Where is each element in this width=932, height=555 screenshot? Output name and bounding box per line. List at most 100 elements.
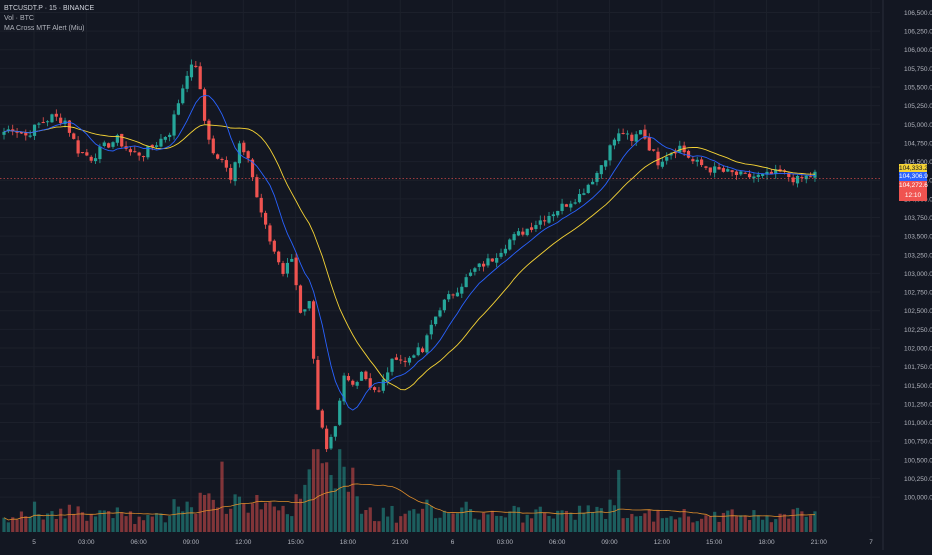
candle-body — [128, 149, 133, 153]
volume-bar — [359, 513, 364, 532]
volume-bar — [155, 513, 159, 532]
volume-bar — [107, 511, 111, 532]
volume-bar — [787, 518, 791, 532]
candle-body — [28, 135, 32, 137]
volume-bar — [407, 510, 412, 532]
volume-bar — [795, 507, 800, 532]
candle-body — [464, 277, 468, 288]
volume-bar — [630, 513, 634, 532]
volume-bar — [364, 509, 368, 532]
candle-body — [634, 134, 638, 142]
volume-bar — [32, 501, 37, 532]
candle-body — [146, 146, 150, 158]
candle-body — [451, 294, 455, 296]
volume-bar — [782, 514, 787, 532]
volume-bar — [150, 516, 154, 532]
candle-body — [120, 133, 124, 147]
volume-bar — [189, 507, 194, 532]
volume-bar — [534, 509, 538, 532]
volume-bar — [54, 518, 58, 532]
x-tick-label: 7 — [869, 539, 873, 546]
y-tick-label: 106,250.0 — [904, 29, 932, 36]
volume-bar — [752, 510, 756, 532]
candle-body — [673, 152, 678, 154]
volume-bar — [294, 494, 298, 532]
volume-bar — [551, 518, 555, 532]
candle-body — [141, 156, 146, 158]
volume-bar — [303, 484, 307, 532]
candle-body — [726, 169, 730, 172]
y-tick-label: 102,500.0 — [904, 308, 932, 315]
candle-body — [468, 272, 473, 276]
volume-bar — [72, 513, 76, 532]
volume-bar — [425, 499, 429, 532]
volume-bar — [468, 508, 473, 532]
volume-bar — [159, 513, 163, 532]
volume-bar — [338, 449, 342, 532]
volume-bar — [37, 514, 41, 532]
candle-body — [364, 371, 368, 380]
x-tick-label: 03:00 — [497, 539, 514, 546]
candle-body — [482, 263, 486, 267]
candle-body — [316, 359, 320, 410]
candle-body — [656, 151, 660, 166]
volume-bar — [447, 512, 451, 532]
volume-bar — [146, 514, 150, 532]
candle-body — [351, 380, 355, 385]
y-tick-label: 100,500.0 — [904, 457, 932, 464]
volume-bar — [307, 469, 311, 532]
volume-bar — [451, 513, 455, 532]
candle-body — [630, 134, 634, 141]
volume-bar — [399, 516, 403, 532]
x-tick-label: 18:00 — [340, 539, 357, 546]
volume-bar — [194, 513, 198, 532]
volume-bar — [560, 510, 564, 532]
volume-bar — [19, 511, 24, 532]
candle-body — [447, 294, 451, 300]
volume-bar — [412, 509, 416, 532]
candle-body — [503, 248, 507, 254]
candle-body — [390, 358, 394, 372]
candle-body — [809, 176, 813, 178]
volume-bar — [529, 518, 534, 532]
y-tick-label: 101,000.0 — [904, 420, 932, 427]
y-tick-label: 101,750.0 — [904, 364, 932, 371]
candle-body — [155, 145, 159, 147]
volume-bar — [394, 522, 398, 532]
candle-body — [525, 228, 529, 236]
y-tick-label: 101,500.0 — [904, 383, 932, 390]
candle-body — [425, 335, 429, 353]
candle-body — [813, 171, 817, 178]
candle-body — [743, 172, 747, 174]
candle-body — [516, 231, 521, 236]
ma-indicator-label[interactable]: MA Cross MTF Alert (Miu) — [4, 25, 85, 32]
volume-bar — [660, 518, 664, 532]
volume-bar — [673, 519, 678, 532]
volume-bar — [120, 512, 124, 532]
volume-bar — [11, 517, 15, 532]
candle-body — [281, 263, 285, 274]
volume-bar — [704, 515, 708, 532]
volume-bar — [141, 520, 146, 532]
volume-bar — [564, 510, 569, 532]
volume-indicator-label[interactable]: Vol · BTC — [4, 15, 34, 22]
volume-bar — [503, 517, 507, 532]
volume-bar — [569, 513, 573, 532]
candle-body — [211, 138, 215, 154]
candle-body — [386, 372, 390, 381]
volume-bar — [325, 462, 329, 532]
candle-body — [569, 203, 573, 208]
volume-bar — [490, 510, 494, 532]
volume-bar — [229, 508, 233, 532]
y-tick-label: 101,250.0 — [904, 401, 932, 408]
candle-body — [660, 161, 664, 167]
volume-bar — [543, 513, 547, 532]
volume-bar — [403, 513, 407, 532]
symbol-title[interactable]: BTCUSDT.P · 15 · BINANCE — [4, 5, 95, 12]
volume-bar — [416, 513, 420, 532]
candle-body — [407, 357, 412, 363]
candle-body — [769, 171, 773, 175]
volume-ma-line — [3, 483, 815, 521]
